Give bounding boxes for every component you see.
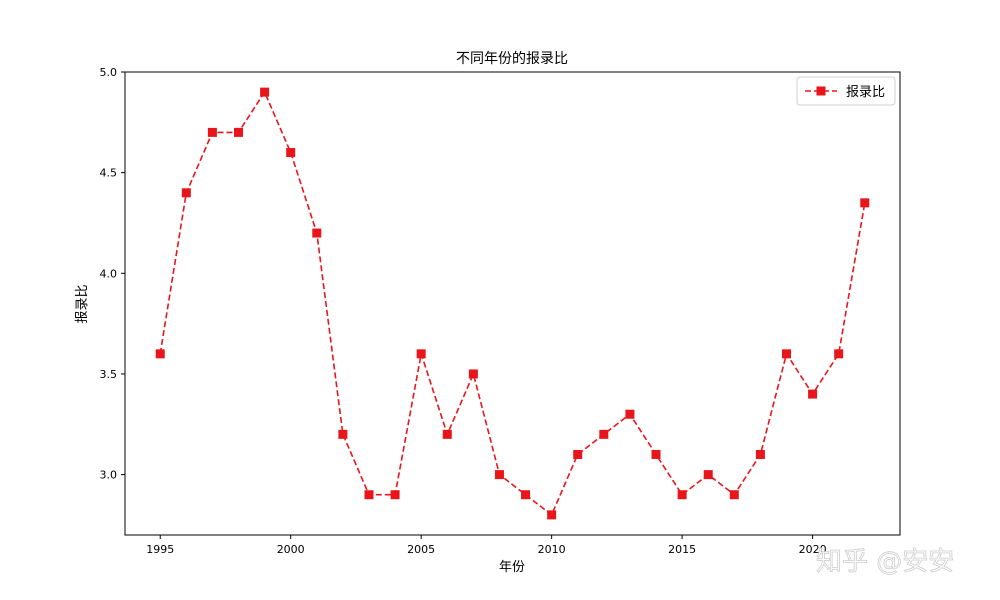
data-point-marker [547, 510, 557, 520]
data-point-marker [781, 349, 791, 359]
data-point-marker [860, 198, 870, 208]
x-axis-title: 年份 [499, 560, 525, 575]
legend: 报录比 [796, 76, 896, 106]
x-tick-label: 2005 [407, 543, 435, 556]
data-point-marker [677, 490, 687, 500]
data-point-marker [312, 228, 322, 238]
y-tick-label: 4.0 [100, 267, 118, 280]
data-point-marker [651, 449, 661, 459]
legend-box [796, 76, 896, 106]
data-point-marker [834, 349, 844, 359]
x-tick-label: 2000 [277, 543, 305, 556]
data-point-marker [755, 449, 765, 459]
y-tick-label: 3.0 [100, 469, 118, 482]
data-point-marker [260, 87, 270, 97]
data-point-marker [442, 429, 452, 439]
legend-marker [816, 86, 826, 96]
data-point-marker [155, 349, 165, 359]
data-point-marker [207, 127, 217, 137]
data-point-marker [521, 490, 531, 500]
data-point-marker [573, 449, 583, 459]
data-point-marker [390, 490, 400, 500]
data-point-marker [234, 127, 244, 137]
data-point-marker [364, 490, 374, 500]
data-point-marker [286, 148, 296, 158]
data-point-marker [729, 490, 739, 500]
watermark-text: 知乎 @安安 [816, 547, 954, 577]
data-point-marker [703, 470, 713, 480]
series-layer [155, 87, 870, 520]
data-point-marker [494, 470, 504, 480]
data-point-marker [625, 409, 635, 419]
chart-title: 不同年份的报录比 [456, 51, 568, 67]
x-axis: 1995 2000 2005 2010 2015 2020 [146, 535, 827, 556]
y-tick-label: 5.0 [100, 66, 118, 79]
data-point-marker [599, 429, 609, 439]
plot-area-frame [124, 71, 901, 536]
data-point-marker [416, 349, 426, 359]
data-point-marker [808, 389, 818, 399]
series-line [159, 90, 866, 517]
y-tick-label: 4.5 [100, 167, 118, 180]
x-tick-label: 2020 [799, 543, 827, 556]
legend-label: 报录比 [846, 85, 885, 100]
data-point-marker [181, 188, 191, 198]
x-tick-label: 2010 [538, 543, 566, 556]
data-point-marker [468, 369, 478, 379]
x-tick-label: 2015 [668, 543, 696, 556]
y-axis-title: 报录比 [75, 284, 90, 323]
y-axis: 3.0 3.5 4.0 4.5 5.0 [100, 66, 125, 482]
x-tick-label: 1995 [146, 543, 174, 556]
data-point-marker [338, 429, 348, 439]
y-tick-label: 3.5 [100, 368, 118, 381]
